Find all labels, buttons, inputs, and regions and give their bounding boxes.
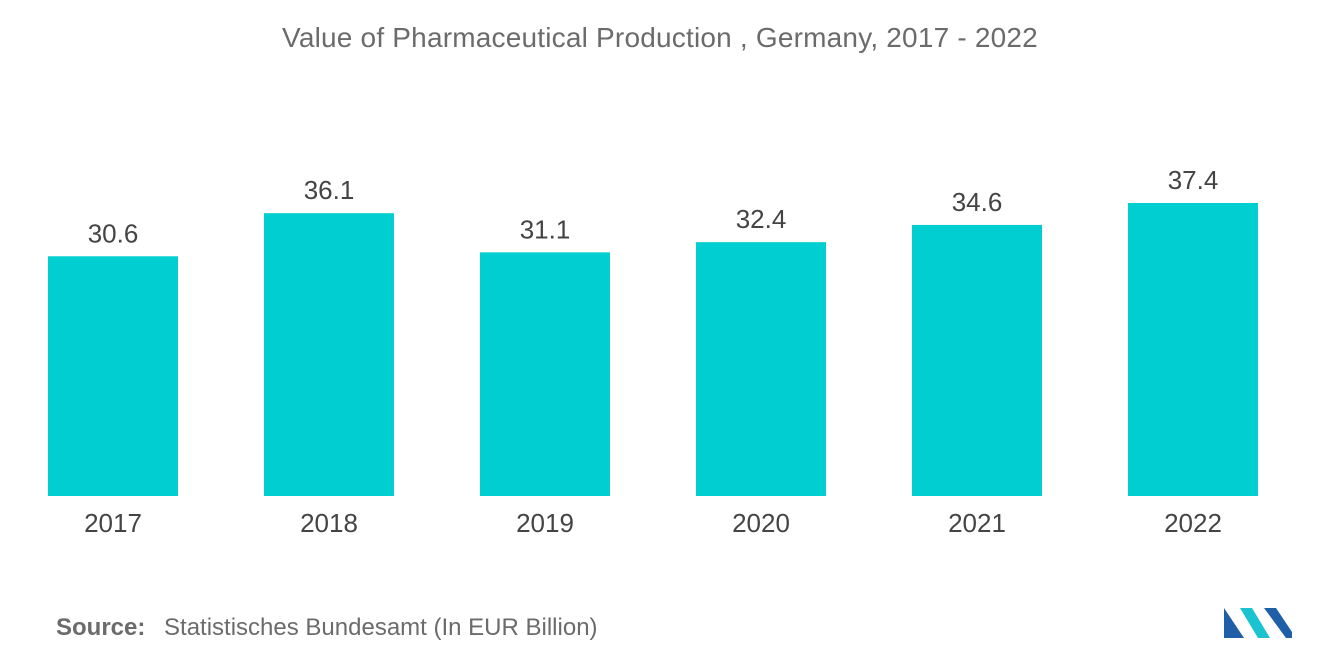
bar-2017 [48,256,178,496]
x-tick-label-2018: 2018 [300,508,358,538]
bar-2019 [480,252,610,496]
x-tick-label-2019: 2019 [516,508,574,538]
logo-right-shape [1264,608,1292,638]
data-label-2018: 36.1 [304,175,355,205]
source-text: Statistisches Bundesamt (In EUR Billion) [164,614,598,641]
x-tick-label-2020: 2020 [732,508,790,538]
source-line: Source: Statistisches Bundesamt (In EUR … [56,614,598,642]
x-tick-label-2022: 2022 [1164,508,1222,538]
data-label-2022: 37.4 [1168,165,1219,195]
logo-left-shape [1224,608,1244,638]
data-label-2020: 32.4 [736,204,787,234]
mordor-intelligence-logo-icon [1224,608,1292,638]
bar-2018 [264,213,394,496]
data-label-2019: 31.1 [520,214,571,244]
x-tick-label-2021: 2021 [948,508,1006,538]
source-label: Source: [56,614,146,641]
bar-2020 [696,242,826,496]
x-tick-label-2017: 2017 [84,508,142,538]
data-label-2021: 34.6 [952,187,1003,217]
data-label-2017: 30.6 [88,218,139,248]
bar-2021 [912,224,1042,496]
chart-title: Value of Pharmaceutical Production , Ger… [282,22,1038,53]
logo-middle-shape [1240,608,1270,638]
bar-2022 [1128,203,1258,496]
